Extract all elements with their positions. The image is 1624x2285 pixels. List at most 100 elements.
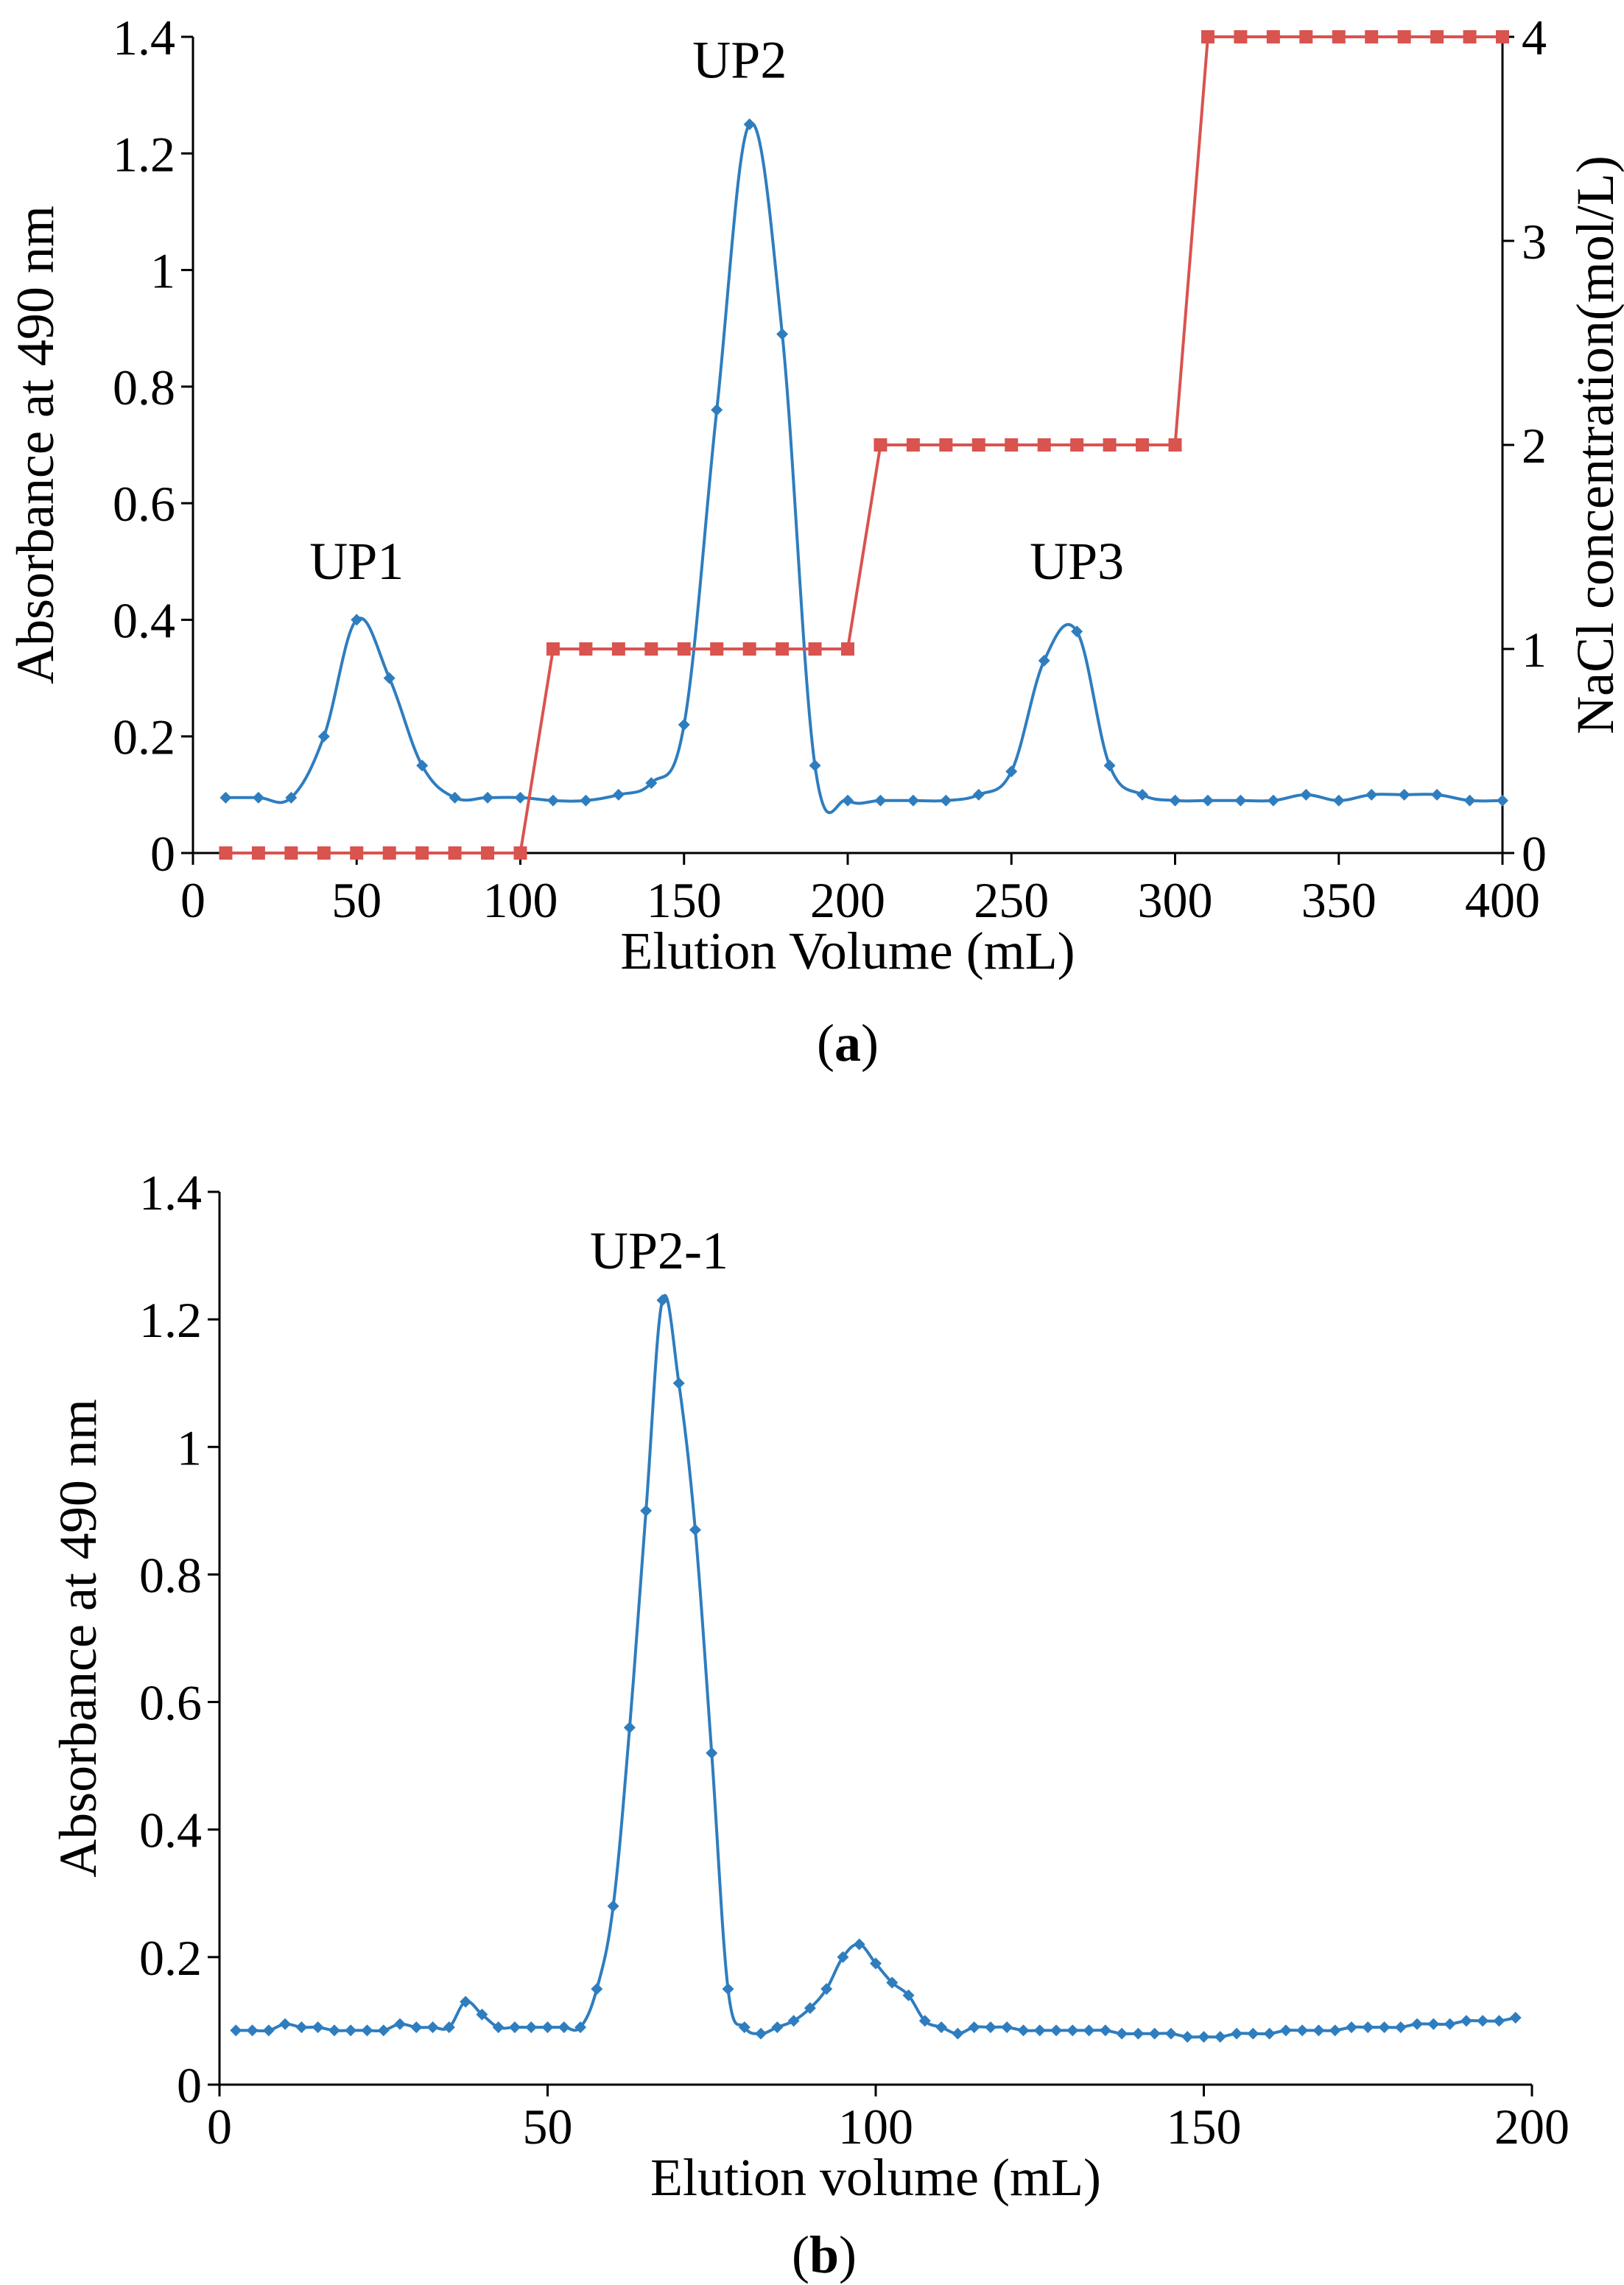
data-point xyxy=(1365,30,1379,43)
data-point xyxy=(1033,2024,1046,2037)
data-point xyxy=(842,794,854,807)
data-point xyxy=(607,1900,619,1912)
data-point xyxy=(1116,2027,1128,2040)
x-tick-label: 50 xyxy=(523,2099,573,2155)
data-point xyxy=(874,794,887,807)
data-point xyxy=(580,794,592,807)
data-point xyxy=(415,846,429,860)
data-point xyxy=(350,846,364,860)
data-point xyxy=(351,614,363,626)
data-point xyxy=(382,846,396,860)
data-point xyxy=(1362,2021,1374,2034)
data-point xyxy=(837,1951,849,1963)
data-point xyxy=(219,846,233,860)
data-point xyxy=(1001,2021,1013,2034)
data-point xyxy=(377,2024,390,2037)
x-axis-title: Elution Volume (mL) xyxy=(620,922,1075,980)
x-tick-label: 200 xyxy=(810,872,885,928)
data-point xyxy=(558,2021,570,2034)
y2-tick-label: 1 xyxy=(1522,622,1547,678)
data-point xyxy=(1181,2031,1194,2043)
data-point xyxy=(841,642,854,656)
y-tick-label: 1.2 xyxy=(139,1292,202,1348)
data-point xyxy=(1493,2015,1505,2027)
series-line xyxy=(236,1294,1516,2039)
data-point xyxy=(1066,2024,1079,2037)
panel-label: (a) xyxy=(817,1014,879,1073)
data-point xyxy=(656,1294,669,1307)
data-point xyxy=(906,438,920,452)
y-tick-label: 0.4 xyxy=(139,1803,202,1858)
y-tick-label: 1 xyxy=(177,1419,202,1475)
x-tick-label: 50 xyxy=(331,872,382,928)
data-point xyxy=(1312,2024,1325,2037)
data-point xyxy=(1231,2027,1243,2040)
y-tick-label: 0.8 xyxy=(139,1547,202,1603)
data-point xyxy=(711,404,723,416)
data-point xyxy=(1164,2027,1177,2040)
data-point xyxy=(246,2024,259,2037)
data-point xyxy=(902,1989,915,2001)
y-tick-label: 0.2 xyxy=(113,709,175,765)
data-point xyxy=(1427,2018,1440,2030)
y-axis-title: Absorbance at 490 nm xyxy=(6,206,65,684)
data-point xyxy=(678,718,690,731)
data-point xyxy=(279,2018,292,2030)
y2-axis-title: NaCl concentration(mol/L) xyxy=(1566,155,1624,734)
data-point xyxy=(820,1983,833,1996)
data-point xyxy=(1279,2024,1292,2037)
y-tick-label: 0.6 xyxy=(113,476,175,532)
x-tick-label: 250 xyxy=(974,872,1049,928)
series-line xyxy=(225,122,1503,815)
data-point xyxy=(755,2027,767,2040)
data-point xyxy=(1365,788,1378,801)
y2-tick-label: 4 xyxy=(1522,10,1547,66)
y-tick-label: 1.2 xyxy=(113,126,175,182)
data-point xyxy=(1017,2024,1030,2037)
chart-panel-b: 0 50 100 150 200 0 0.2 0.4 0.6 0.8 1 1.2 1.4 Elution … xyxy=(49,1165,1569,2284)
data-point xyxy=(460,1996,472,2008)
data-point xyxy=(1136,438,1150,452)
x-tick-label: 100 xyxy=(838,2099,913,2155)
data-point xyxy=(1296,2024,1309,2037)
x-tick-label: 150 xyxy=(647,872,722,928)
data-point xyxy=(1496,30,1509,43)
data-point xyxy=(776,328,789,340)
data-point xyxy=(546,642,560,656)
data-point xyxy=(492,2021,505,2034)
x-tick-label: 300 xyxy=(1138,872,1213,928)
data-point xyxy=(870,1957,882,1970)
data-point xyxy=(939,438,953,452)
data-point xyxy=(1099,2024,1111,2037)
peak-annotation: UP3 xyxy=(1030,532,1124,591)
data-point xyxy=(1050,2024,1063,2037)
data-point xyxy=(808,642,822,656)
data-point xyxy=(1397,30,1411,43)
data-point xyxy=(1037,438,1051,452)
x-tick-label: 100 xyxy=(483,872,558,928)
data-point xyxy=(809,759,821,772)
series-0 xyxy=(219,118,1508,815)
data-point xyxy=(1169,794,1181,807)
data-point xyxy=(952,2027,964,2040)
data-point xyxy=(317,730,330,743)
x-tick-label: 150 xyxy=(1167,2099,1242,2155)
data-point xyxy=(1345,2021,1357,2034)
data-point xyxy=(426,2021,439,2034)
x-tick-label: 350 xyxy=(1301,872,1377,928)
data-point xyxy=(1103,438,1117,452)
y-tick-label: 0.2 xyxy=(139,1930,202,1986)
data-point xyxy=(1300,788,1312,801)
data-point xyxy=(971,438,985,452)
data-point xyxy=(230,2024,242,2037)
data-point xyxy=(677,642,691,656)
data-point xyxy=(252,791,264,804)
data-point xyxy=(345,2024,357,2037)
data-point xyxy=(525,2021,538,2034)
data-point xyxy=(968,2021,980,2034)
panel-label: (b) xyxy=(792,2225,857,2284)
data-point xyxy=(416,759,429,772)
data-point xyxy=(1378,2021,1391,2034)
data-point xyxy=(623,1721,636,1734)
data-point xyxy=(1214,2031,1226,2043)
